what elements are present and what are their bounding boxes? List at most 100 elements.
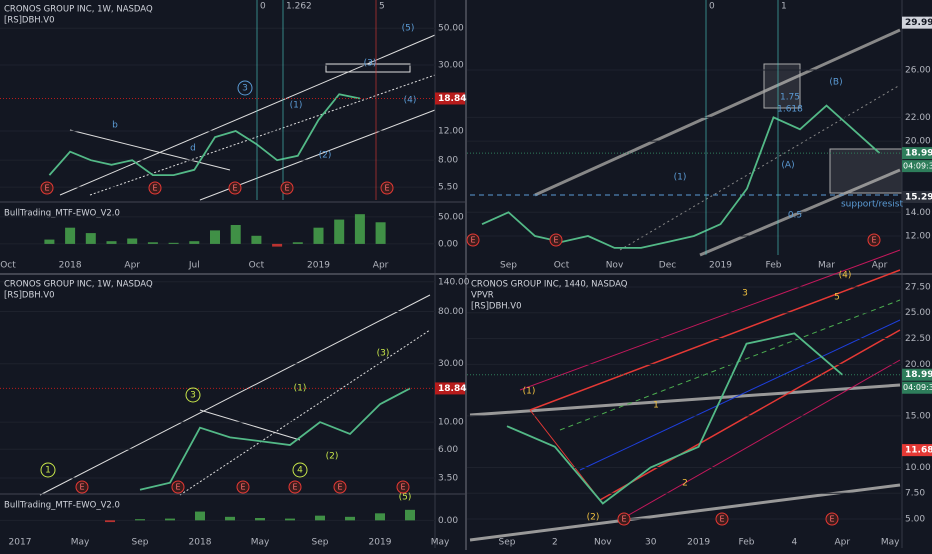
wave-circle bbox=[40, 462, 56, 478]
y-tick-label: 22.00 bbox=[905, 113, 931, 123]
x-tick-label: Feb bbox=[739, 538, 755, 548]
price-line bbox=[48, 93, 361, 176]
y-tick-label: 80.00 bbox=[438, 307, 464, 317]
fib-time-label: 5 bbox=[379, 2, 385, 12]
y-tick-label: 22.50 bbox=[905, 334, 931, 344]
y-tick-label: 10.00 bbox=[905, 463, 931, 473]
countdown-box bbox=[902, 160, 932, 173]
oscillator-bar bbox=[230, 224, 241, 244]
wave-circle bbox=[185, 387, 201, 403]
wave-label: (2) bbox=[319, 151, 332, 161]
price-label: 11.68 bbox=[905, 446, 932, 456]
x-tick-label: 30 bbox=[645, 538, 657, 548]
last-price-box bbox=[902, 147, 932, 160]
indicator-label: [RS]DBH.V0 bbox=[4, 291, 54, 301]
wave-label: 1.618 bbox=[777, 105, 803, 115]
earnings-marker bbox=[236, 480, 250, 494]
earnings-label: E bbox=[384, 184, 389, 193]
oscillator-bar bbox=[313, 227, 324, 244]
pitchfork-line bbox=[529, 269, 901, 411]
oscillator-bar bbox=[272, 243, 283, 247]
earnings-label: E bbox=[44, 184, 49, 193]
y-tick-label: 50.00 bbox=[438, 24, 464, 34]
channel-line bbox=[469, 383, 901, 417]
oscillator-bar bbox=[135, 519, 145, 521]
x-tick-label: Nov bbox=[594, 538, 612, 548]
wave-label: (2) bbox=[326, 452, 339, 462]
price-label: 29.99 bbox=[905, 18, 932, 28]
oscillator-bar bbox=[127, 238, 138, 244]
oscillator-name: BullTrading_MTF-EWO_V2.0 bbox=[4, 209, 120, 219]
wave-label: (3) bbox=[364, 59, 377, 69]
price-label: 15.29 bbox=[905, 193, 932, 203]
x-tick-label: Dec bbox=[659, 261, 676, 271]
earnings-label: E bbox=[719, 515, 724, 524]
x-tick-label: 2018 bbox=[189, 538, 212, 548]
wave-label: 0.5 bbox=[788, 211, 802, 221]
pitchfork-line bbox=[519, 249, 901, 391]
oscillator-bar bbox=[106, 241, 117, 244]
wave-label: support/resist bbox=[841, 200, 904, 210]
earnings-label: E bbox=[284, 184, 289, 193]
wave-label: b bbox=[112, 121, 118, 131]
oscillator-bar bbox=[210, 230, 220, 244]
oscillator-bar bbox=[85, 233, 96, 244]
trend-line bbox=[619, 84, 901, 251]
price-line bbox=[506, 332, 843, 505]
earnings-marker bbox=[171, 480, 185, 494]
last-price-box bbox=[435, 382, 465, 395]
earnings-label: E bbox=[621, 515, 626, 524]
last-price-label: 18.84 bbox=[438, 94, 466, 104]
channel-line bbox=[59, 34, 436, 196]
panel-title: CRONOS GROUP INC, 1W, NASDAQ bbox=[4, 280, 153, 290]
countdown: 04:09:3 bbox=[903, 162, 932, 171]
x-tick-label: Nov bbox=[606, 261, 624, 271]
y-tick-label: 3.50 bbox=[438, 473, 458, 483]
y-tick-label: 5.00 bbox=[905, 515, 925, 525]
y-tick-label: 14.00 bbox=[905, 208, 931, 218]
x-tick-label: Apr bbox=[835, 538, 851, 548]
oscillator-bar bbox=[147, 242, 158, 244]
oscillator-bar bbox=[334, 219, 345, 244]
fib-time-label: 1 bbox=[781, 2, 787, 12]
y-tick-label: 25.00 bbox=[905, 308, 931, 318]
earnings-marker bbox=[825, 512, 839, 526]
oscillator-bar bbox=[165, 518, 175, 521]
y-tick-label: 0.00 bbox=[438, 516, 458, 526]
channel-line bbox=[39, 294, 431, 496]
oscillator-bar bbox=[168, 242, 179, 244]
earnings-label: E bbox=[871, 236, 876, 245]
wave-label: 2 bbox=[682, 479, 688, 489]
earnings-marker bbox=[40, 181, 54, 195]
x-tick-label: 2018 bbox=[59, 261, 82, 271]
y-tick-label: 8.00 bbox=[438, 156, 458, 166]
y-tick-label: 26.00 bbox=[905, 65, 931, 75]
fib-time-label: 1.262 bbox=[286, 2, 312, 12]
wave-label: (4) bbox=[404, 96, 417, 106]
wave-label: (4) bbox=[839, 271, 852, 281]
wave-label: 5 bbox=[834, 293, 840, 303]
y-tick-label: 12.00 bbox=[905, 232, 931, 242]
fib-time-label: 0 bbox=[709, 2, 715, 12]
earnings-label: E bbox=[829, 515, 834, 524]
y-tick-label: 10.00 bbox=[438, 418, 464, 428]
price-label-box bbox=[902, 444, 932, 457]
oscillator-bar bbox=[405, 509, 415, 521]
x-tick-label: 2019 bbox=[709, 261, 732, 271]
wave-label: (1) bbox=[523, 387, 536, 397]
x-tick-label: Jul bbox=[188, 261, 200, 271]
last-price-box bbox=[902, 368, 932, 381]
price-label-box bbox=[902, 16, 932, 29]
x-tick-label: Apr bbox=[872, 261, 888, 271]
earnings-label: E bbox=[470, 236, 475, 245]
wave-label: (1) bbox=[290, 101, 303, 111]
y-tick-label: 140.00 bbox=[438, 277, 470, 287]
wave-label: 4 bbox=[297, 466, 303, 476]
x-tick-label: Apr bbox=[373, 261, 389, 271]
earnings-marker bbox=[715, 512, 729, 526]
x-tick-label: 2019 bbox=[307, 261, 330, 271]
y-tick-label: 30.00 bbox=[438, 61, 464, 71]
wave-label: 3 bbox=[242, 84, 248, 94]
x-tick-label: May bbox=[431, 538, 450, 548]
